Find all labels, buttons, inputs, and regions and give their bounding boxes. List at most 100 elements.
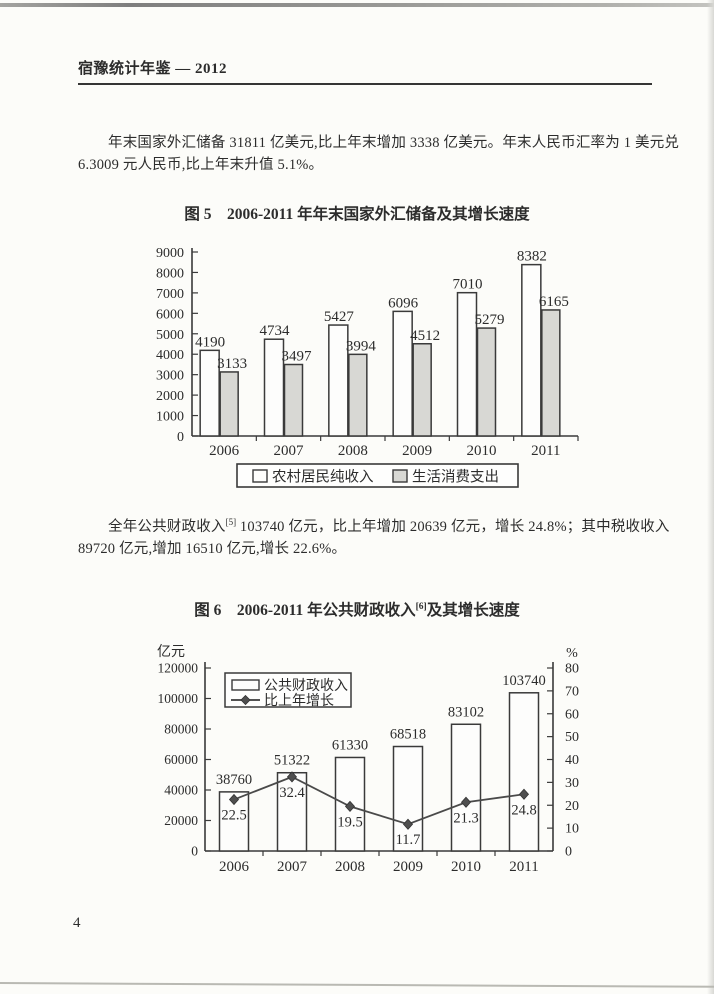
paragraph2-line1-post: 103740 亿元，比上年增加 20639 亿元，增长 24.8%；其中税收收入: [236, 519, 670, 535]
bar-value-label: 4734: [260, 323, 291, 339]
y-tick-label: 5000: [156, 328, 184, 343]
left-y-tick-label: 120000: [158, 661, 199, 676]
line-value-label: 11.7: [396, 832, 421, 848]
paragraph2-line1: 全年公共财政收入[5] 103740 亿元，比上年增加 20639 亿元，增长 …: [108, 515, 670, 536]
left-y-tick-label: 0: [191, 844, 198, 859]
figure6-title-pre: 图 6 2006-2011 年公共财政收入: [194, 602, 416, 619]
y-tick-label: 2000: [156, 389, 184, 404]
y-tick-label: 7000: [156, 287, 184, 302]
bar-value-label: 68518: [390, 727, 426, 743]
x-tick-label: 2010: [467, 443, 497, 459]
y-tick-label: 3000: [156, 369, 184, 384]
x-tick-label: 2007: [274, 443, 305, 459]
page-header-title: 宿豫统计年鉴 — 2012: [78, 61, 228, 77]
paragraph1-line1: 年末国家外汇储备 31811 亿美元,比上年末增加 3338 亿美元。年末人民币…: [108, 135, 680, 151]
legend-label-public-finance: 公共财政收入: [264, 678, 348, 694]
right-y-tick-label: 0: [565, 845, 572, 860]
right-y-tick-label: 40: [565, 753, 579, 768]
growth-point-marker: [286, 771, 298, 783]
y-tick-label: 9000: [156, 246, 184, 261]
right-y-tick-label: 60: [565, 707, 579, 722]
bar-consumption: [348, 353, 368, 437]
bar-value-label: 6165: [539, 294, 569, 310]
growth-point-marker: [460, 796, 472, 808]
paragraph2-line1-pre: 全年公共财政收入: [108, 519, 226, 535]
growth-point-marker: [344, 800, 356, 812]
bar-public-finance: [450, 723, 482, 852]
bar-rural-income: [521, 263, 542, 437]
figure6-title: 图 6 2006-2011 年公共财政收入[6]及其增长速度: [0, 598, 714, 620]
bar-value-label: 61330: [332, 737, 368, 753]
growth-point-marker: [228, 793, 240, 806]
right-axis-unit-label: %: [566, 646, 578, 661]
line-value-label: 19.5: [337, 814, 362, 830]
bar-value-label: 3133: [217, 356, 247, 372]
left-y-tick-label: 60000: [164, 752, 198, 767]
left-y-tick-label: 100000: [158, 691, 199, 706]
left-y-tick-label: 40000: [164, 783, 198, 798]
footnote-marker-6: [6]: [415, 601, 427, 612]
bar-value-label: 3994: [346, 338, 377, 354]
bar-value-label: 8382: [517, 249, 547, 265]
bar-value-label: 51322: [274, 753, 310, 769]
bar-consumption: [541, 309, 561, 437]
legend-label-growth: 比上年增长: [264, 693, 334, 709]
legend-swatch-rural-income: [252, 469, 268, 483]
figure6-title-post: 及其增长速度: [426, 602, 520, 619]
y-tick-label: 0: [177, 430, 184, 445]
x-tick-label: 2006: [209, 443, 240, 459]
bar-value-label: 83102: [448, 704, 484, 720]
bar-value-label: 103740: [502, 673, 546, 689]
x-tick-label: 2011: [531, 443, 560, 459]
legend-marker-growth: [240, 694, 251, 706]
bar-value-label: 4190: [195, 334, 225, 350]
bar-value-label: 38760: [216, 772, 252, 788]
x-tick-label: 2008: [335, 859, 365, 875]
bar-public-finance: [392, 745, 424, 852]
figure5-chart: 0 1000 2000 3000 4000 5000 6000 7000 8000 9000 419…: [156, 246, 579, 488]
right-y-tick-label: 80: [565, 662, 579, 677]
header-rule: [78, 83, 652, 85]
line-value-label: 22.5: [221, 808, 246, 824]
scan-edge-right: [707, 0, 714, 994]
paragraph1-line2: 6.3009 元人民币,比上年末升值 5.1%。: [78, 157, 324, 173]
x-tick-label: 2010: [451, 859, 481, 875]
bar-rural-income: [328, 324, 349, 437]
y-tick-label: 1000: [156, 410, 184, 425]
legend-box: [236, 463, 519, 488]
x-tick-label: 2011: [509, 859, 538, 875]
bar-public-finance: [508, 692, 540, 852]
legend-label-rural-income: 农村居民纯收入: [272, 469, 374, 486]
right-y-tick-label: 50: [565, 730, 579, 745]
line-value-label: 24.8: [511, 802, 536, 818]
bar-consumption: [283, 363, 304, 437]
bar-value-label: 5279: [475, 312, 505, 328]
bar-value-label: 3497: [282, 349, 313, 365]
growth-point-marker: [518, 788, 530, 800]
bar-rural-income: [263, 338, 285, 437]
bar-consumption: [476, 327, 497, 437]
figure5-title-text: 图 5 2006-2011 年年末国家外汇储备及其增长速度: [184, 206, 530, 223]
figure6-chart: 0 20000 40000 60000 80000 100000 120000 0 10 20 30…: [157, 644, 579, 875]
right-y-tick-label: 30: [565, 776, 579, 791]
figure5-title: 图 5 2006-2011 年年末国家外汇储备及其增长速度: [0, 202, 714, 224]
x-tick-label: 2007: [277, 859, 308, 875]
bar-rural-income: [456, 291, 478, 437]
x-tick-label: 2006: [219, 859, 250, 875]
right-y-tick-label: 20: [565, 799, 579, 814]
legend-swatch-public-finance: [231, 679, 260, 691]
bar-consumption: [412, 343, 432, 437]
legend-label-consumption: 生活消费支出: [412, 469, 499, 486]
line-value-label: 32.4: [279, 785, 305, 801]
growth-line: [233, 775, 525, 826]
y-tick-label: 4000: [156, 348, 184, 363]
left-y-tick-label: 20000: [164, 813, 198, 828]
right-y-tick-label: 70: [565, 684, 579, 699]
x-tick-label: 2009: [393, 859, 423, 875]
paragraph2-line2: 89720 亿元,增加 16510 亿元,增长 22.6%。: [78, 541, 347, 557]
y-tick-label: 6000: [156, 307, 184, 322]
scan-edge-top: [0, 3, 714, 7]
bar-value-label: 6096: [388, 295, 419, 311]
bar-consumption: [219, 371, 239, 437]
